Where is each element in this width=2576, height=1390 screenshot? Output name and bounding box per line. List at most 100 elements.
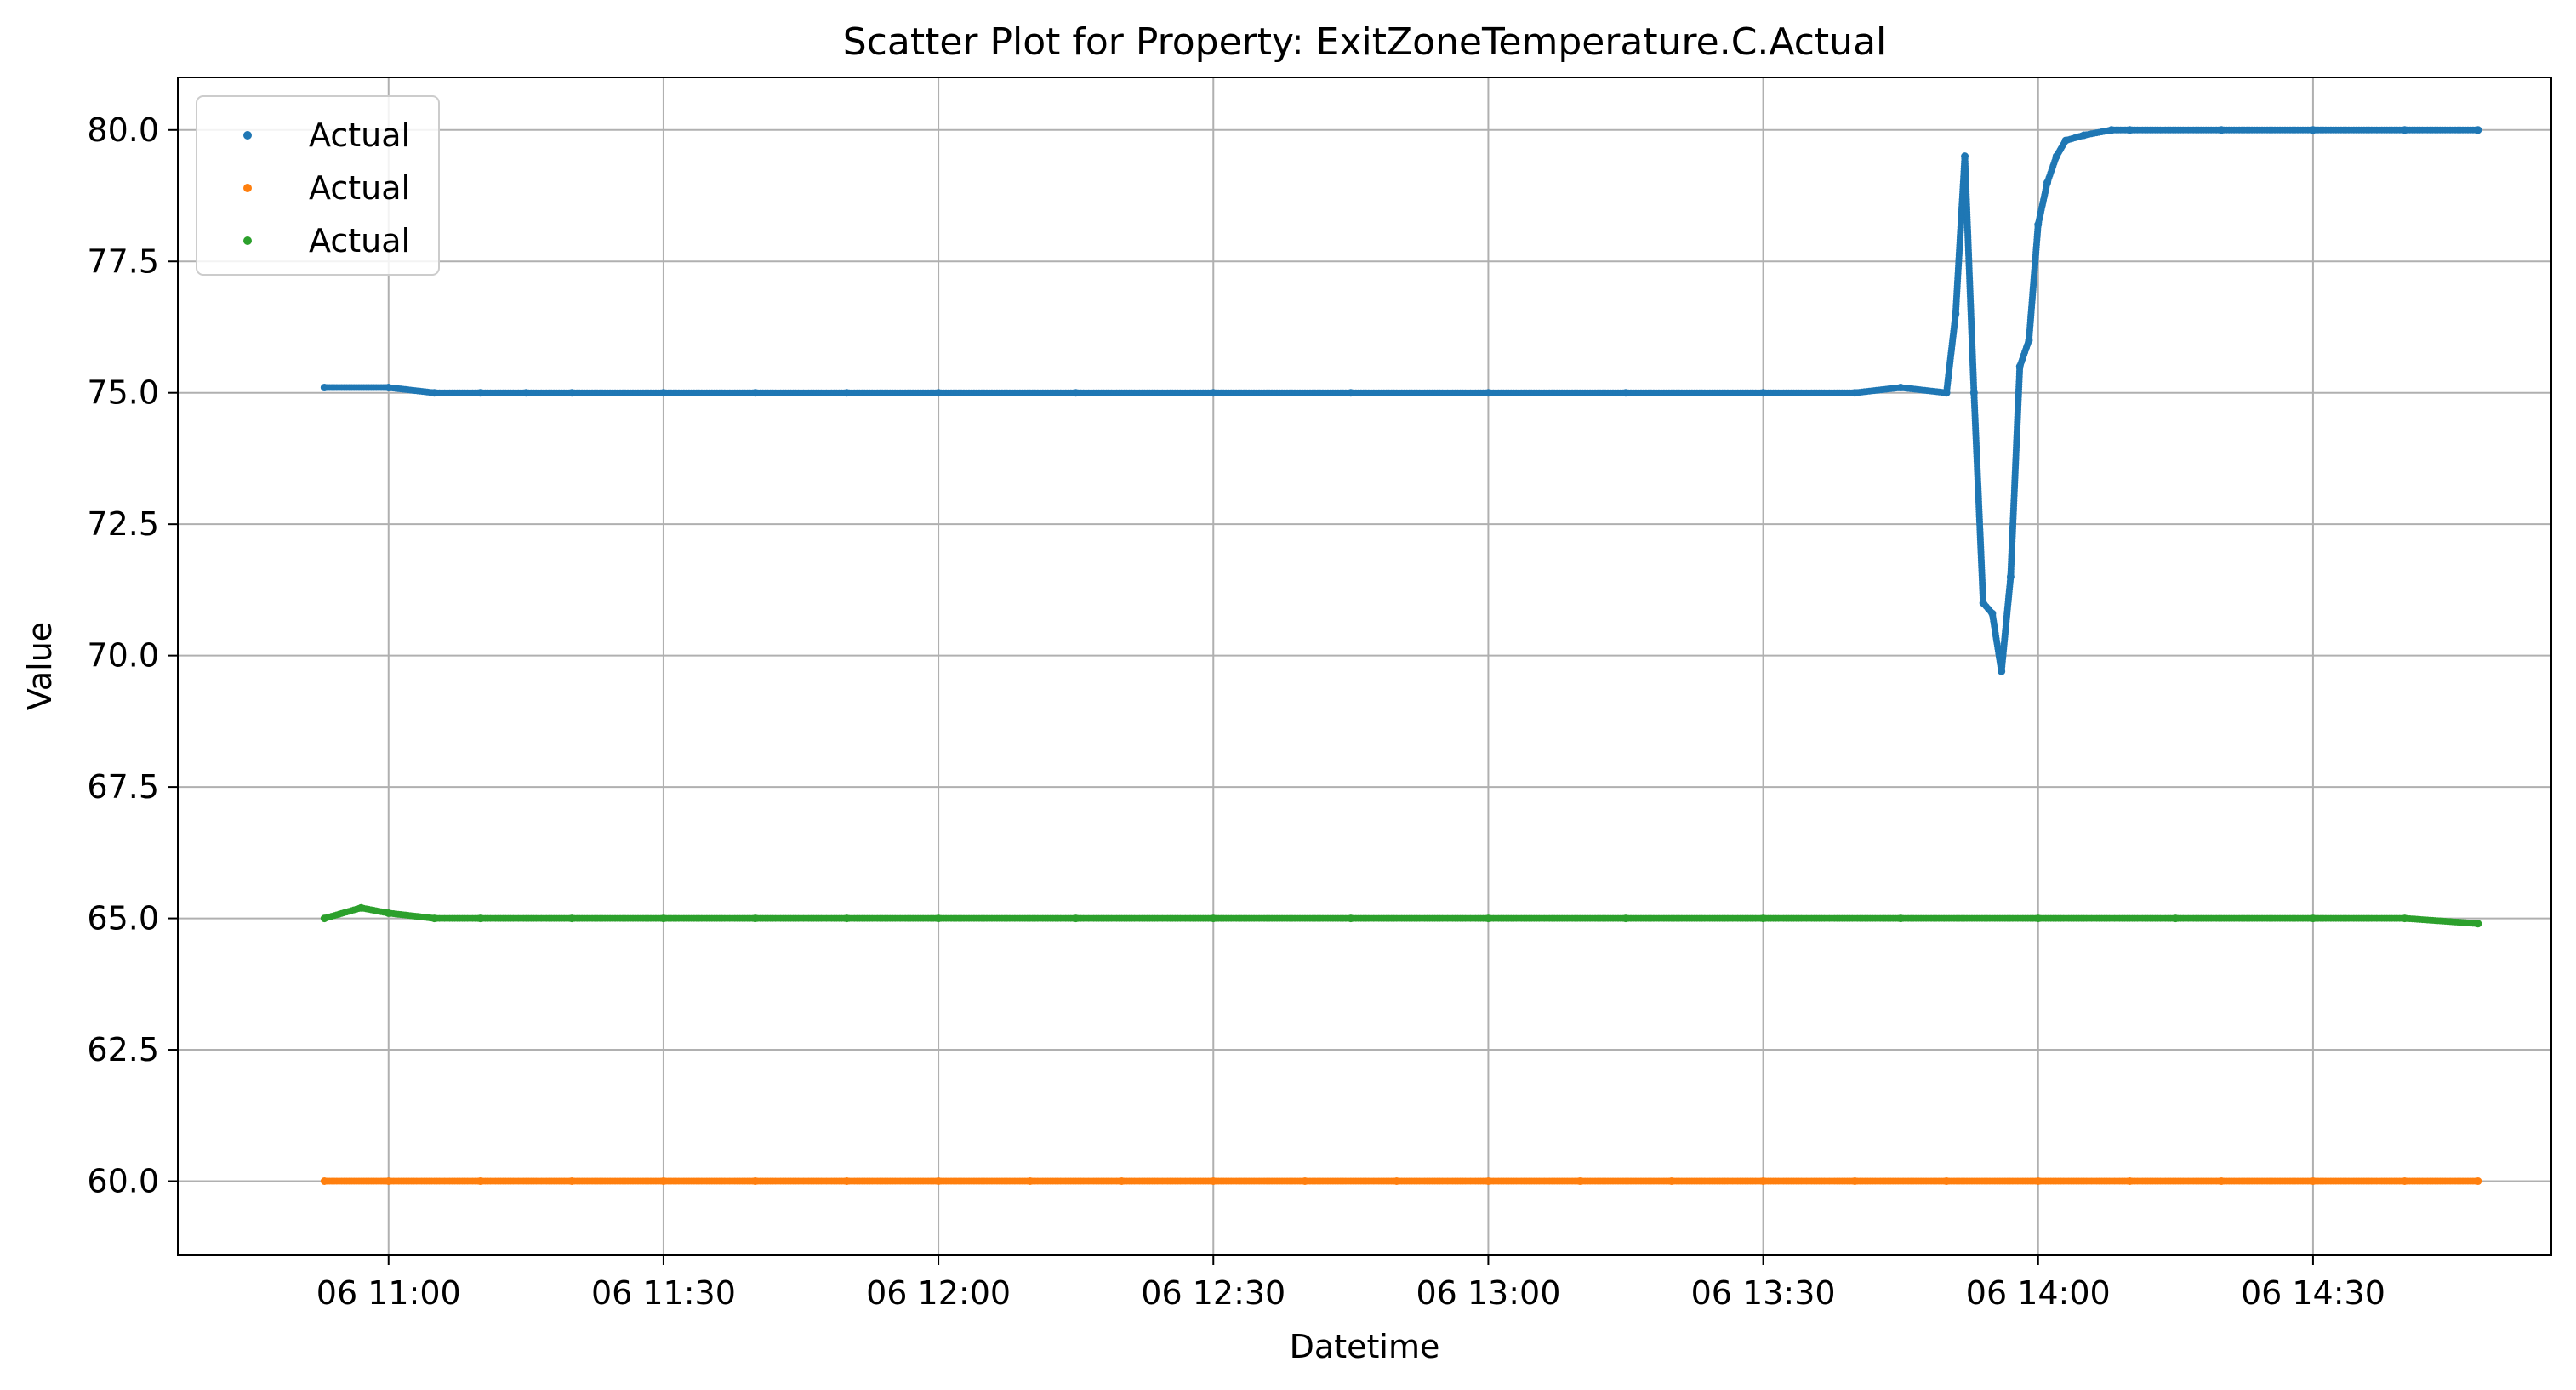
data-point: [841, 914, 848, 922]
series-2: [320, 1177, 2482, 1185]
data-point: [749, 914, 756, 922]
data-point: [566, 389, 573, 396]
x-tick-label: 06 14:00: [1966, 1274, 2111, 1312]
y-tick-label: 60.0: [87, 1163, 159, 1200]
data-point: [749, 1177, 756, 1185]
data-point: [1849, 389, 1856, 396]
data-point: [2398, 1177, 2406, 1185]
data-point: [1970, 386, 1978, 394]
x-axis-ticks: 06 11:00 06 11:30 06 12:00 06 12:30 06 13:00…: [316, 1255, 2385, 1312]
data-point: [2306, 1177, 2314, 1185]
data-point: [1207, 1177, 1215, 1185]
data-point: [1757, 914, 1764, 922]
x-axis-label: Datetime: [1290, 1328, 1440, 1365]
series-2-dense-points: [323, 1177, 2479, 1185]
y-axis-label: Value: [21, 622, 59, 710]
data-point: [657, 389, 664, 396]
x-tick-label: 06 14:30: [2241, 1274, 2385, 1312]
series-3: [320, 903, 2482, 928]
data-point: [2306, 126, 2314, 134]
data-point: [428, 914, 436, 922]
data-point: [566, 1177, 573, 1185]
data-point: [1895, 384, 1902, 391]
y-tick-label: 67.5: [87, 768, 159, 806]
data-point: [474, 389, 482, 396]
y-axis-ticks: 60.0 62.5 65.0 67.5 70.0 72.5 75.0 77.5 80.0: [87, 111, 178, 1200]
data-point: [474, 914, 482, 922]
data-point: [2169, 914, 2177, 922]
x-tick-label: 06 12:30: [1141, 1274, 1285, 1312]
x-tick-label: 06 13:00: [1416, 1274, 1560, 1312]
data-point: [2034, 223, 2042, 231]
data-point: [932, 1177, 940, 1185]
y-tick-label: 77.5: [87, 242, 159, 280]
data-point: [932, 389, 940, 396]
legend-label: Actual: [309, 117, 410, 154]
data-point: [2032, 914, 2039, 922]
data-point: [2123, 1177, 2131, 1185]
data-point: [1390, 1177, 1398, 1185]
x-tick-label: 06 11:30: [591, 1274, 736, 1312]
data-point: [1757, 389, 1764, 396]
data-point: [2471, 126, 2479, 134]
data-point: [1115, 1177, 1123, 1185]
data-point: [1298, 1177, 1306, 1185]
data-point: [1895, 914, 1902, 922]
data-point: [1482, 389, 1490, 396]
data-point: [2007, 575, 2015, 583]
chart-title: Scatter Plot for Property: ExitZoneTempe…: [843, 20, 1887, 64]
data-point: [1757, 1177, 1764, 1185]
data-point: [428, 389, 436, 396]
data-point: [657, 1177, 664, 1185]
data-point: [566, 914, 573, 922]
y-tick-label: 62.5: [87, 1031, 159, 1068]
data-point: [2398, 914, 2406, 922]
legend-marker: [243, 184, 252, 192]
legend-marker: [243, 131, 252, 140]
y-tick-label: 70.0: [87, 637, 159, 675]
legend-marker: [243, 236, 252, 245]
data-point: [1207, 914, 1215, 922]
series-1-dense-points: [323, 126, 2479, 673]
data-point: [932, 914, 940, 922]
data-point: [2398, 126, 2406, 134]
data-point: [355, 905, 362, 913]
data-point: [2471, 920, 2479, 927]
data-point: [1069, 389, 1077, 396]
data-point: [1941, 1177, 1948, 1185]
y-tick-label: 80.0: [87, 111, 159, 149]
legend-label: Actual: [309, 169, 410, 207]
data-point: [749, 389, 756, 396]
data-point: [1344, 389, 1352, 396]
data-point: [2306, 914, 2314, 922]
data-point: [2471, 1177, 2479, 1185]
y-tick-label: 65.0: [87, 900, 159, 937]
data-point: [1482, 914, 1490, 922]
data-point: [1665, 1177, 1673, 1185]
data-point: [1023, 1177, 1031, 1185]
data-point: [382, 1177, 390, 1185]
data-point: [1849, 1177, 1856, 1185]
data-point: [2215, 1177, 2223, 1185]
data-point: [1207, 389, 1215, 396]
data-point: [1574, 1177, 1582, 1185]
series-3-dense-points: [323, 904, 2479, 927]
data-point: [382, 384, 390, 391]
y-tick-label: 72.5: [87, 505, 159, 543]
legend-box: [196, 95, 440, 276]
data-point: [1482, 1177, 1490, 1185]
x-tick-label: 06 11:00: [316, 1274, 461, 1312]
legend-label: Actual: [309, 222, 410, 259]
data-point: [1069, 914, 1077, 922]
data-point: [657, 914, 664, 922]
x-tick-label: 06 12:00: [866, 1274, 1011, 1312]
series-1: [320, 126, 2482, 675]
data-point: [520, 389, 527, 396]
data-point: [841, 1177, 848, 1185]
plot-area-frame: [177, 77, 2552, 1256]
legend: Actual Actual Actual: [196, 95, 440, 276]
data-point: [1620, 389, 1627, 396]
data-point: [2123, 126, 2131, 134]
data-point: [2032, 1177, 2039, 1185]
